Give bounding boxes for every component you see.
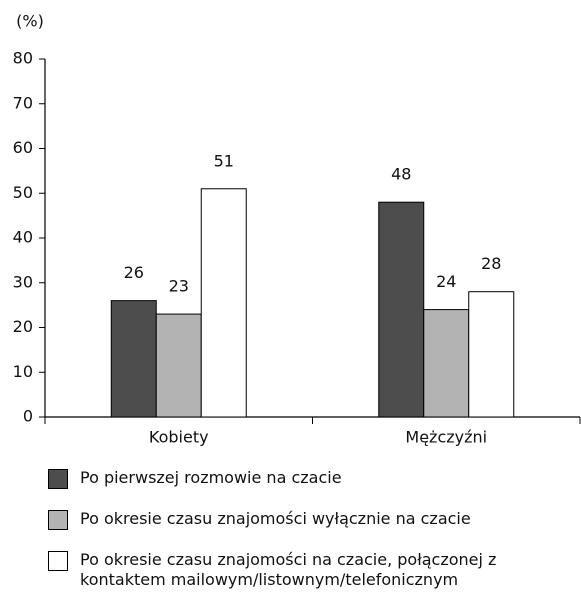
x-tick-label: Kobiety (149, 428, 209, 447)
legend-item: Po okresie czasu znajomości na czacie, p… (48, 550, 518, 590)
legend: Po pierwszej rozmowie na czacie Po okresi… (48, 468, 518, 595)
bar (110, 300, 157, 418)
y-tick-label: 70 (13, 93, 33, 112)
bar (468, 291, 515, 418)
data-label: 26 (124, 263, 144, 282)
legend-label: Po pierwszej rozmowie na czacie (80, 468, 342, 487)
bar (378, 201, 425, 418)
data-label: 28 (481, 254, 501, 273)
legend-label: Po okresie czasu znajomości na czacie, p… (80, 550, 497, 589)
legend-label: Po okresie czasu znajomości wyłącznie na… (80, 509, 471, 528)
y-axis-label: (%) (16, 12, 44, 31)
y-tick-label: 60 (13, 138, 33, 157)
data-label: 51 (214, 151, 234, 170)
data-label: 24 (436, 272, 456, 291)
y-tick-label: 10 (13, 362, 33, 381)
legend-item: Po okresie czasu znajomości wyłącznie na… (48, 509, 518, 530)
bar (155, 313, 202, 418)
bar (200, 188, 247, 418)
bar (423, 309, 470, 418)
y-tick-label: 50 (13, 183, 33, 202)
legend-swatch (48, 551, 68, 571)
y-tick-label: 20 (13, 317, 33, 336)
legend-item: Po pierwszej rozmowie na czacie (48, 468, 518, 489)
y-tick-label: 80 (13, 49, 33, 68)
data-label: 23 (169, 277, 189, 296)
chart: (%) 0 10 20 30 40 50 60 70 80 Kobiety 26 23 51 Mężczy… (13, 12, 581, 447)
legend-swatch (48, 510, 68, 530)
y-tick-label: 0 (23, 407, 33, 426)
legend-swatch (48, 469, 68, 489)
y-tick-label: 40 (13, 228, 33, 247)
x-tick-label: Mężczyźni (405, 428, 487, 447)
data-label: 48 (391, 165, 411, 184)
y-tick-label: 30 (13, 272, 33, 291)
